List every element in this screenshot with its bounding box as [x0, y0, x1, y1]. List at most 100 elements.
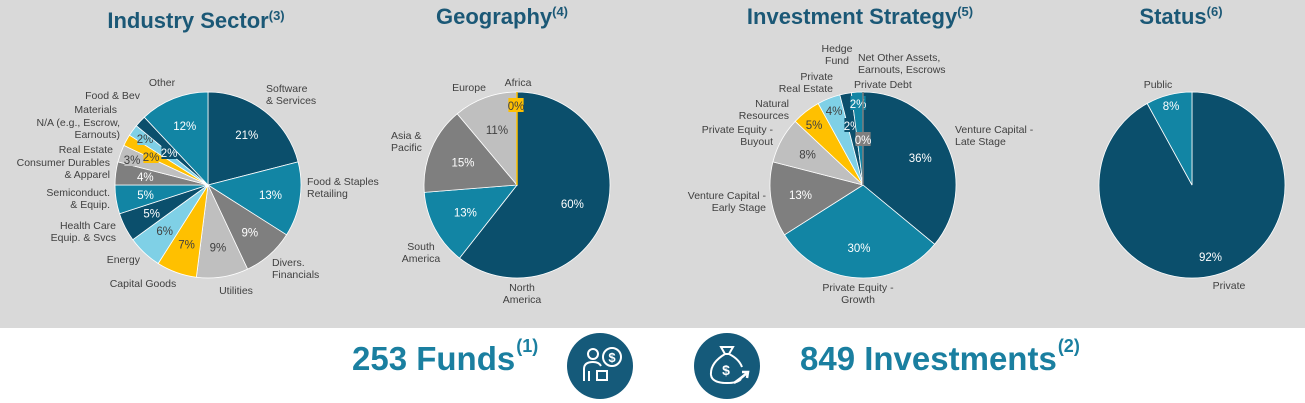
chart-title-footnote: (5): [957, 4, 973, 19]
investments-footnote: (2): [1057, 336, 1080, 356]
pct-label-capital-goods: 7%: [178, 240, 195, 252]
pct-label-venture-capital-late-stage: 36%: [909, 153, 932, 165]
category-label-public: Public: [1144, 79, 1173, 91]
category-label-private-equity-growth: Private Equity -Growth: [822, 282, 894, 306]
chart-title: Status(6): [1139, 4, 1222, 29]
chart-title-footnote: (3): [269, 8, 285, 23]
category-label-consumer-durables-apparel: Consumer Durables & Apparel: [17, 157, 110, 181]
pct-label-private: 92%: [1199, 252, 1222, 264]
pct-label-net-other-assets-earnouts-escrows: 2%: [850, 99, 867, 111]
pie-slice-food-staples-retailing: [207, 161, 302, 236]
pct-label-private-equity-buyout: 8%: [799, 150, 816, 162]
pie-slice-south-america: [423, 184, 518, 259]
category-label-food-staples-retailing: Food & Staples Retailing: [307, 176, 379, 200]
chart-title-text: Industry Sector: [107, 8, 269, 33]
money-bag-growth-icon: $: [694, 333, 760, 399]
pct-label-divers-financials: 9%: [242, 227, 259, 239]
category-label-semiconduct-equip: Semiconduct. & Equip.: [46, 187, 110, 211]
pie-slice-venture-capital-late-stage: [862, 91, 957, 245]
category-label-private-debt: Private Debt: [854, 79, 912, 91]
chart-title: Geography(4): [436, 4, 568, 29]
category-label-venture-capital-early-stage: Venture Capital -Early Stage: [688, 190, 767, 214]
category-label-software-services: Software & Services: [266, 83, 316, 107]
pie-slice-asia-pacific: [423, 113, 518, 193]
svg-text:$: $: [608, 350, 616, 365]
pct-label-food-bev: 2%: [161, 148, 178, 160]
pie-slice-software-services: [207, 91, 299, 186]
pct-label-box: [508, 98, 524, 112]
category-label-venture-capital-late-stage: Venture Capital -Late Stage: [955, 124, 1034, 148]
pct-label-box: [850, 96, 866, 110]
pct-label-private-real-estate: 4%: [826, 106, 843, 118]
category-label-other: Other: [149, 77, 176, 89]
pct-label-box: [1163, 98, 1179, 112]
chart-title-footnote: (6): [1207, 4, 1223, 19]
chart-title: Industry Sector(3): [107, 8, 284, 33]
pct-label-private-equity-growth: 30%: [848, 243, 871, 255]
investments-count: 849 Investments: [800, 340, 1057, 377]
pct-label-asia-pacific: 15%: [451, 157, 474, 169]
pie-slice-public: [1146, 91, 1193, 186]
pie-slice-north-america: [458, 91, 611, 279]
category-label-n-a-e-g-escrow-earnouts: N/A (e.g., Escrow, Earnouts): [37, 117, 120, 141]
pct-label-box: [143, 149, 159, 163]
pct-label-natural-resources: 5%: [806, 120, 823, 132]
chart-title: Investment Strategy(5): [747, 4, 973, 29]
svg-text:$: $: [722, 362, 730, 378]
category-label-europe: Europe: [452, 82, 486, 94]
investments-summary: 849 Investments (2): [800, 336, 1080, 390]
category-label-energy: Energy: [107, 254, 141, 266]
pct-label-africa: 0%: [508, 101, 525, 113]
category-label-private-equity-buyout: Private Equity -Buyout: [702, 124, 774, 148]
pct-label-north-america: 60%: [561, 199, 584, 211]
pct-label-health-care-equip-svcs: 5%: [143, 209, 160, 221]
pie-chart-investment-strategy: Investment Strategy(5) 36% Venture Capital…: [688, 4, 1034, 306]
chart-title-text: Investment Strategy: [747, 4, 958, 29]
funds-footnote: (1): [516, 336, 539, 356]
pct-label-south-america: 13%: [454, 208, 477, 220]
category-label-real-estate: Real Estate: [59, 144, 113, 156]
pct-label-consumer-durables-apparel: 4%: [137, 172, 154, 184]
pct-label-europe: 11%: [486, 125, 508, 137]
category-label-private: Private: [1213, 280, 1246, 292]
pct-label-food-staples-retailing: 13%: [259, 190, 282, 202]
pct-label-energy: 6%: [156, 226, 173, 238]
category-label-capital-goods: Capital Goods: [110, 278, 177, 290]
category-label-natural-resources: Natural Resources: [739, 98, 789, 122]
chart-title-text: Status: [1139, 4, 1206, 29]
pct-label-venture-capital-early-stage: 13%: [789, 190, 812, 202]
pct-label-other: 12%: [173, 121, 196, 133]
category-label-africa: Africa: [505, 77, 532, 89]
pct-label-box: [826, 103, 842, 117]
category-label-utilities: Utilities: [219, 285, 253, 297]
pct-label-materials: 2%: [137, 134, 154, 146]
category-label-health-care-equip-svcs: Health Care Equip. & Svcs: [51, 220, 117, 244]
category-label-net-other-assets-earnouts-escrows: Net Other Assets, Earnouts, Escrows: [858, 52, 946, 76]
pct-label-software-services: 21%: [235, 130, 258, 142]
pct-label-real-estate: 3%: [124, 155, 141, 167]
pie-chart-industry-sector: Industry Sector(3) 21% Software & Services 1…: [17, 8, 379, 297]
pie-slice-private-equity-growth: [783, 184, 936, 279]
pct-label-n-a-e-g-escrow-earnouts: 2%: [143, 152, 160, 164]
chart-title-footnote: (4): [552, 4, 568, 19]
category-label-hedge-fund: Hedge Fund: [822, 43, 853, 67]
category-label-private-real-estate: Private Real Estate: [779, 71, 833, 95]
chart-title-text: Geography: [436, 4, 553, 29]
pct-label-box: [124, 152, 140, 166]
pie-slice-europe: [456, 91, 518, 187]
category-label-food-bev: Food & Bev: [85, 90, 141, 102]
pie-chart-status: Status(6) 92% Private 8% Public: [1098, 4, 1286, 292]
person-dollar-icon: $: [567, 333, 633, 399]
pct-label-public: 8%: [1163, 101, 1180, 113]
pie-slice-other: [143, 91, 209, 187]
pct-label-box: [855, 132, 871, 146]
pct-label-utilities: 9%: [210, 242, 227, 254]
funds-count: 253 Funds: [352, 340, 516, 377]
pct-label-box: [161, 145, 177, 159]
pie-slice-venture-capital-early-stage: [769, 161, 864, 236]
category-label-asia-pacific: Asia & Pacific: [391, 130, 422, 154]
pct-label-semiconduct-equip: 5%: [137, 190, 154, 202]
category-label-divers-financials: Divers. Financials: [272, 257, 319, 281]
category-label-north-america: North America: [503, 282, 542, 306]
